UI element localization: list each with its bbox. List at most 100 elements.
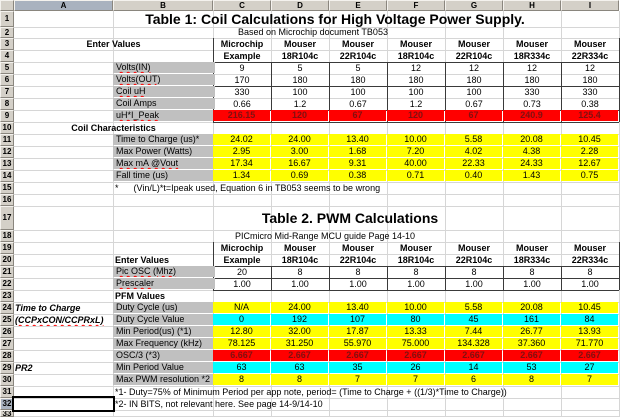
row-header-10[interactable]: 10 <box>0 122 14 134</box>
column-header-F[interactable]: F <box>387 0 445 11</box>
cell-G27[interactable]: 134.328 <box>445 338 502 349</box>
table1-header-line1-col-F[interactable]: Mouser <box>399 39 432 49</box>
cell-D6[interactable]: 180 <box>292 75 308 85</box>
cell-C28[interactable]: 6.667 <box>213 350 270 361</box>
cell-H9[interactable]: 240.9 <box>503 110 560 121</box>
cell-E28[interactable]: 2.667 <box>329 350 386 361</box>
table1-header-line2-col-C[interactable]: Example <box>223 51 261 61</box>
cell-I21[interactable]: 8 <box>587 267 593 277</box>
cell-E29[interactable]: 35 <box>329 362 386 373</box>
column-header-H[interactable]: H <box>503 0 561 11</box>
cell-G6[interactable]: 180 <box>466 75 482 85</box>
cell-B28[interactable]: OSC/3 (*3) <box>113 350 215 361</box>
cell-H28[interactable]: 2.667 <box>503 350 560 361</box>
row-header-4[interactable]: 4 <box>0 50 14 62</box>
table1-footnote[interactable]: * (Vin/L)*t=Ipeak used, Equation 6 in TB… <box>115 183 381 193</box>
cell-B21[interactable]: Pic OSC (Mhz) <box>113 266 215 277</box>
cell-E9[interactable]: 67 <box>329 110 386 121</box>
cell-C8[interactable]: 0.66 <box>233 99 251 109</box>
row-header-16[interactable]: 16 <box>0 194 14 206</box>
table2-header-line1-col-E[interactable]: Mouser <box>341 243 374 253</box>
cell-I6[interactable]: 180 <box>582 75 598 85</box>
cell-I26[interactable]: 13.93 <box>561 326 618 337</box>
table1-header-line2-col-I[interactable]: 22R334c <box>571 51 609 61</box>
cell-G26[interactable]: 7.44 <box>445 326 502 337</box>
cell-E8[interactable]: 0.67 <box>349 99 367 109</box>
cell-D24[interactable]: 24.00 <box>271 302 328 313</box>
enter-values-label-table2[interactable]: Enter Values <box>115 255 170 265</box>
table2-header-line2-col-D[interactable]: 18R104c <box>281 255 319 265</box>
cell-C6[interactable]: 170 <box>234 75 250 85</box>
cell-D30[interactable]: 8 <box>271 374 328 385</box>
table1-header-line1-col-I[interactable]: Mouser <box>573 39 606 49</box>
cell-C27[interactable]: 78.125 <box>213 338 270 349</box>
cell-H24[interactable]: 20.08 <box>503 302 560 313</box>
cell-D9[interactable]: 120 <box>271 110 328 121</box>
cell-F8[interactable]: 1.2 <box>409 99 423 109</box>
row-header-23[interactable]: 23 <box>0 290 14 302</box>
cell-A29[interactable]: PR2 <box>15 363 33 373</box>
column-header-I[interactable]: I <box>561 0 619 11</box>
cell-E7[interactable]: 100 <box>350 87 366 97</box>
table2-header-line1-col-C[interactable]: Microchip <box>220 243 264 253</box>
cell-G29[interactable]: 14 <box>445 362 502 373</box>
cell-B22[interactable]: Prescaler <box>113 278 215 289</box>
cell-H29[interactable]: 53 <box>503 362 560 373</box>
cell-D13[interactable]: 16.67 <box>271 158 328 169</box>
cell-F27[interactable]: 75.000 <box>387 338 444 349</box>
cell-H21[interactable]: 8 <box>529 267 535 277</box>
cell-B9[interactable]: uH*I_Peak <box>113 110 215 121</box>
select-all-corner[interactable] <box>0 0 14 11</box>
table2-header-line2-col-F[interactable]: 18R104c <box>397 255 435 265</box>
cell-I28[interactable]: 2.667 <box>561 350 618 361</box>
cell-I12[interactable]: 2.28 <box>561 146 618 157</box>
cell-B27[interactable]: Max Frequency (kHz) <box>113 338 215 349</box>
cell-F22[interactable]: 1.00 <box>407 279 425 289</box>
table1-header-line2-col-D[interactable]: 18R104c <box>281 51 319 61</box>
row-header-6[interactable]: 6 <box>0 74 14 86</box>
cell-G13[interactable]: 22.33 <box>445 158 502 169</box>
row-header-18[interactable]: 18 <box>0 230 14 242</box>
cell-F6[interactable]: 180 <box>408 75 424 85</box>
cell-I8[interactable]: 0.38 <box>581 99 599 109</box>
cell-I5[interactable]: 12 <box>584 63 595 73</box>
cell-H27[interactable]: 37.360 <box>503 338 560 349</box>
row-header-30[interactable]: 30 <box>0 374 14 386</box>
cell-C22[interactable]: 1.00 <box>233 279 251 289</box>
cell-D26[interactable]: 32.00 <box>271 326 328 337</box>
cell-H26[interactable]: 26.77 <box>503 326 560 337</box>
cell-I14[interactable]: 0.75 <box>561 170 618 181</box>
row-header-5[interactable]: 5 <box>0 62 14 74</box>
cell-E30[interactable]: 7 <box>329 374 386 385</box>
cell-C30[interactable]: 8 <box>213 374 270 385</box>
cell-B30[interactable]: Max PWM resolution *2 <box>113 374 215 385</box>
cell-D22[interactable]: 1.00 <box>291 279 309 289</box>
table1-header-line1-col-D[interactable]: Mouser <box>283 39 316 49</box>
cell-B6[interactable]: Volts(OUT) <box>113 74 215 85</box>
cell-G28[interactable]: 2.667 <box>445 350 502 361</box>
cell-E21[interactable]: 8 <box>355 267 361 277</box>
cell-F9[interactable]: 120 <box>387 110 444 121</box>
cell-D7[interactable]: 100 <box>292 87 308 97</box>
cell-H30[interactable]: 8 <box>503 374 560 385</box>
table2-header-line2-col-C[interactable]: Example <box>223 255 261 265</box>
cell-I25[interactable]: 84 <box>561 314 618 325</box>
row-header-13[interactable]: 13 <box>0 158 14 170</box>
cell-G14[interactable]: 0.40 <box>445 170 502 181</box>
cell-D29[interactable]: 63 <box>271 362 328 373</box>
cell-F26[interactable]: 13.33 <box>387 326 444 337</box>
cell-C14[interactable]: 1.34 <box>213 170 270 181</box>
cell-B25[interactable]: Duty Cycle Value <box>113 314 215 325</box>
cell-H25[interactable]: 161 <box>503 314 560 325</box>
table1-header-line2-col-E[interactable]: 22R104c <box>339 51 377 61</box>
cell-I11[interactable]: 10.45 <box>561 134 618 145</box>
cell-E11[interactable]: 13.40 <box>329 134 386 145</box>
cell-D5[interactable]: 5 <box>297 63 303 73</box>
cell-B7[interactable]: Coil uH <box>113 86 215 97</box>
table2-header-line1-col-G[interactable]: Mouser <box>457 243 490 253</box>
table2-header-line2-col-H[interactable]: 18R334c <box>513 255 551 265</box>
row-header-21[interactable]: 21 <box>0 266 14 278</box>
cell-E22[interactable]: 1.00 <box>349 279 367 289</box>
table2-footnote-1[interactable]: *1- Duty=75% of Minimum Period per app n… <box>115 387 507 397</box>
cell-E12[interactable]: 1.68 <box>329 146 386 157</box>
